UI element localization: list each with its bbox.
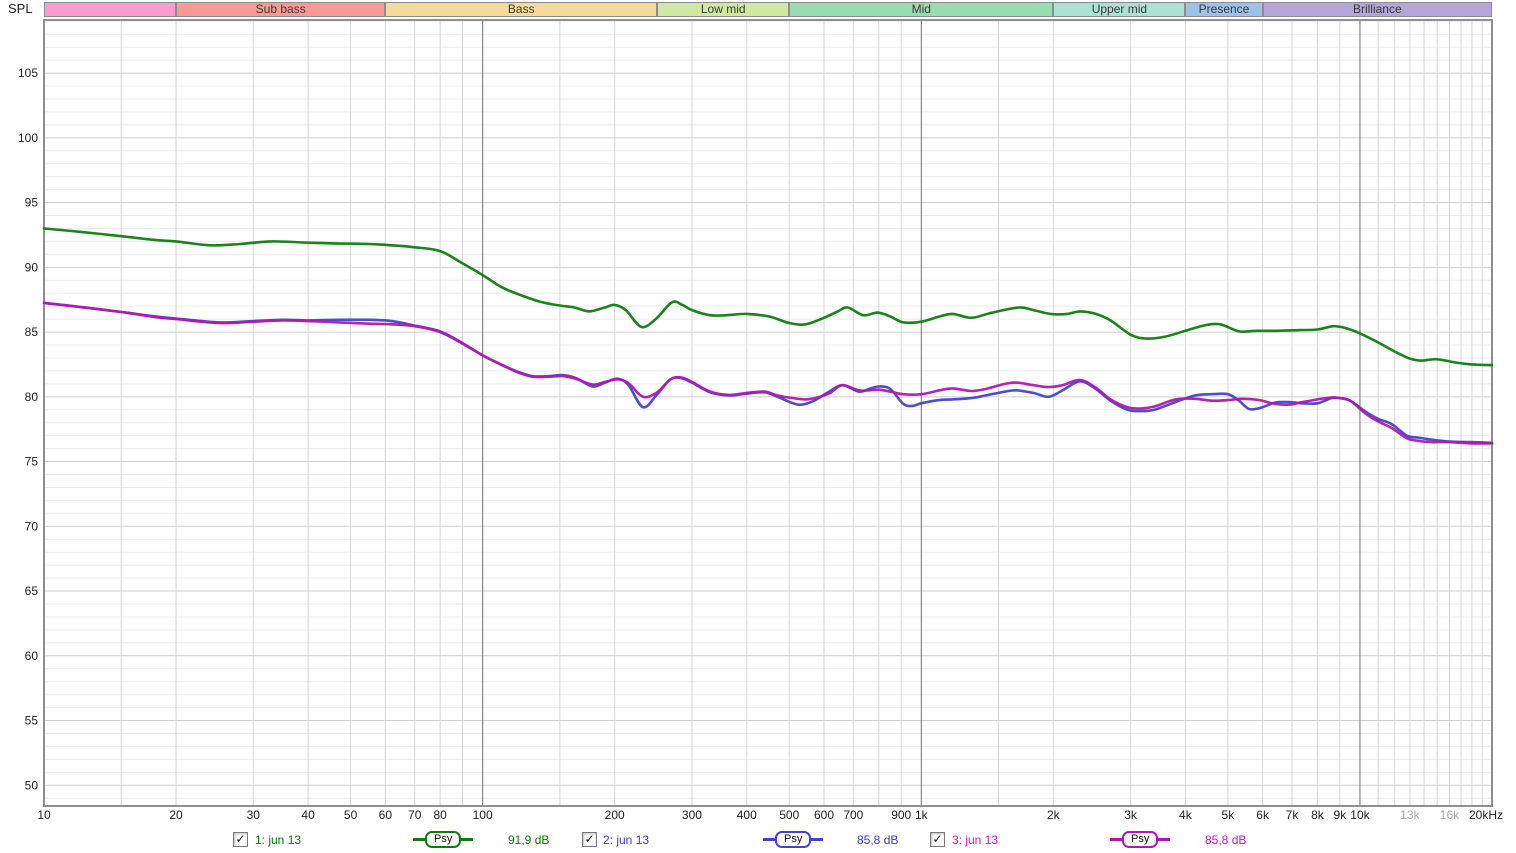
x-tick-label: 7k xyxy=(1286,808,1300,822)
x-tick-label: 40 xyxy=(301,808,315,822)
band-infra xyxy=(44,2,177,17)
psy-box-label: Psy xyxy=(775,831,812,848)
band-mid: Mid xyxy=(789,2,1054,17)
trace-1-line xyxy=(42,227,1494,367)
x-tick-label: 900 xyxy=(891,808,911,822)
plot-border xyxy=(43,19,1493,807)
x-tick-label: 8k xyxy=(1311,808,1325,822)
trace-3-line xyxy=(42,301,1494,445)
y-tick-label: 75 xyxy=(25,455,39,469)
x-tick-label: 400 xyxy=(737,808,757,822)
band-brilliance: Brilliance xyxy=(1262,2,1492,17)
y-tick-label: 90 xyxy=(25,260,39,274)
psy-line-stub xyxy=(461,838,474,841)
x-tick-label: 5k xyxy=(1222,808,1236,822)
y-tick-label: 105 xyxy=(18,66,38,80)
y-tick-label: 55 xyxy=(25,714,39,728)
trace-3-level-value: 85,8 dB xyxy=(1205,833,1247,847)
band-bass: Bass xyxy=(385,2,658,17)
x-tick-label: 20 xyxy=(169,808,183,822)
trace-2-checkbox[interactable]: ✓ xyxy=(582,832,597,847)
x-tick-label: 50 xyxy=(344,808,358,822)
psy-line-stub xyxy=(763,838,775,841)
y-tick-label: 100 xyxy=(18,131,38,145)
trace-1-psy-button[interactable]: Psy xyxy=(413,831,474,848)
x-tick-label: 700 xyxy=(843,808,863,822)
x-tick-label: 6k xyxy=(1256,808,1270,822)
legend-item-2: ✓ 2: jun 13 Psy 85,8 dB xyxy=(0,827,1516,853)
trace-2-psy-button[interactable]: Psy xyxy=(763,831,824,848)
psy-line-stub xyxy=(1158,838,1171,841)
trace-1-checkbox[interactable]: ✓ xyxy=(233,832,248,847)
psy-line-stub xyxy=(1110,838,1122,841)
x-tick-label: 500 xyxy=(779,808,799,822)
x-tick-label: 80 xyxy=(433,808,447,822)
trace-2-label[interactable]: 2: jun 13 xyxy=(603,833,650,847)
trace-1-label[interactable]: 1: jun 13 xyxy=(255,833,302,847)
trace-3-label[interactable]: 3: jun 13 xyxy=(952,833,999,847)
x-tick-label: 10 xyxy=(37,808,51,822)
band-sub-bass: Sub bass xyxy=(176,2,386,17)
spl-axis-title: SPL xyxy=(8,1,33,16)
x-tick-label: 600 xyxy=(814,808,834,822)
x-tick-label: 1k xyxy=(915,808,929,822)
x-tick-label: 2k xyxy=(1047,808,1061,822)
psy-line-stub xyxy=(413,838,425,841)
x-tick-label: 100 xyxy=(473,808,493,822)
y-tick-label: 65 xyxy=(25,584,39,598)
x-tick-label: 70 xyxy=(408,808,422,822)
x-tick-label: 200 xyxy=(605,808,625,822)
trace-2-level-value: 85,8 dB xyxy=(857,833,899,847)
frequency-band-strip: Sub bass Bass Low mid Mid Upper mid Presence B… xyxy=(0,2,1516,17)
x-tick-label: 16k xyxy=(1440,808,1460,822)
trace-1-level-value: 91,9 dB xyxy=(508,833,550,847)
psy-line-stub xyxy=(811,838,824,841)
trace-3-psy-button[interactable]: Psy xyxy=(1110,831,1171,848)
x-tick-label: 13k xyxy=(1400,808,1420,822)
trace-3-checkbox[interactable]: ✓ xyxy=(930,832,945,847)
x-tick-label: 30 xyxy=(247,808,261,822)
y-tick-label: 50 xyxy=(25,778,39,792)
x-tick-label: 9k xyxy=(1334,808,1348,822)
y-tick-label: 60 xyxy=(25,649,39,663)
band-presence: Presence xyxy=(1185,2,1263,17)
psy-box-label: Psy xyxy=(1122,831,1159,848)
y-tick-label: 80 xyxy=(25,390,39,404)
psy-box-label: Psy xyxy=(425,831,462,848)
band-low-mid: Low mid xyxy=(657,2,790,17)
band-upper-mid: Upper mid xyxy=(1053,2,1186,17)
y-tick-label: 95 xyxy=(25,196,39,210)
x-tick-label: 300 xyxy=(682,808,702,822)
legend-item-1: ✓ 1: jun 13 Psy 91,9 dB xyxy=(0,827,1516,853)
y-tick-label: 70 xyxy=(25,519,39,533)
x-tick-label: 20kHz xyxy=(1469,808,1503,822)
x-tick-label: 10k xyxy=(1350,808,1370,822)
legend-item-3: ✓ 3: jun 13 Psy 85,8 dB xyxy=(0,827,1516,853)
x-tick-label: 3k xyxy=(1124,808,1138,822)
y-tick-label: 85 xyxy=(25,325,39,339)
trace-legend: ✓ 1: jun 13 Psy 91,9 dB ✓ 2: jun 13 Psy 85,8 dB… xyxy=(0,827,1516,853)
x-tick-label: 60 xyxy=(379,808,393,822)
x-tick-label: 4k xyxy=(1179,808,1193,822)
